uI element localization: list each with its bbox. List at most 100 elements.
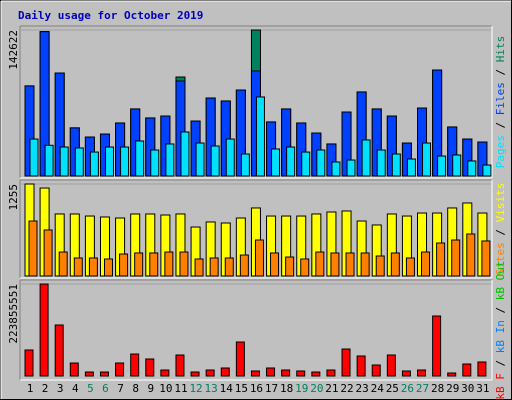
x-tick-label: 9 bbox=[147, 382, 154, 395]
x-tick-label: 6 bbox=[102, 382, 109, 395]
bar bbox=[447, 372, 457, 377]
bar bbox=[205, 369, 215, 377]
bar bbox=[371, 364, 381, 377]
x-tick-label: 18 bbox=[280, 382, 293, 395]
bar bbox=[210, 145, 220, 177]
legend-entry: Sites bbox=[494, 242, 507, 275]
bar bbox=[286, 146, 296, 177]
bar bbox=[99, 371, 109, 377]
bar bbox=[195, 142, 205, 177]
bar bbox=[103, 258, 113, 277]
bar bbox=[179, 251, 189, 277]
chart-title: Daily usage for October 2019 bbox=[18, 9, 203, 22]
bar bbox=[386, 354, 396, 377]
legend-entry: Files bbox=[494, 82, 507, 115]
y-tick-label: 223855551 bbox=[7, 284, 20, 344]
x-tick-label: 10 bbox=[159, 382, 172, 395]
bar bbox=[59, 146, 69, 177]
legend-separator: / bbox=[494, 222, 507, 242]
bar bbox=[150, 149, 160, 177]
bar bbox=[452, 154, 462, 177]
bar bbox=[194, 258, 204, 277]
bar bbox=[104, 146, 114, 177]
legend-entry: Visits bbox=[494, 183, 507, 223]
bar bbox=[254, 239, 264, 277]
x-tick-label: 27 bbox=[416, 382, 429, 395]
x-tick-label: 25 bbox=[386, 382, 399, 395]
bar bbox=[405, 257, 415, 277]
bar bbox=[164, 251, 174, 277]
x-tick-label: 12 bbox=[189, 382, 202, 395]
legend-entry: kB Out bbox=[494, 260, 507, 300]
bar bbox=[266, 367, 276, 377]
bar bbox=[29, 138, 39, 177]
bar bbox=[255, 96, 265, 177]
bar bbox=[436, 242, 446, 277]
x-tick-label: 16 bbox=[250, 382, 263, 395]
bar bbox=[220, 367, 230, 377]
bar bbox=[401, 370, 411, 377]
x-tick-label: 24 bbox=[371, 382, 385, 395]
x-tick-label: 2 bbox=[42, 382, 49, 395]
bar bbox=[145, 358, 155, 377]
bar bbox=[271, 148, 281, 177]
legend-separator: / bbox=[494, 115, 507, 135]
legend: Pages / Files / Hits bbox=[494, 36, 507, 169]
bar bbox=[115, 362, 125, 377]
bar bbox=[345, 252, 355, 277]
x-tick-label: 21 bbox=[325, 382, 338, 395]
legend: Sites / Visits bbox=[494, 183, 507, 276]
bar bbox=[239, 254, 249, 277]
bar bbox=[119, 253, 129, 277]
x-tick-label: 3 bbox=[57, 382, 64, 395]
bar bbox=[285, 256, 295, 277]
bar bbox=[331, 161, 341, 177]
bar bbox=[462, 363, 472, 377]
bar bbox=[421, 251, 431, 277]
bar bbox=[44, 144, 54, 177]
bar bbox=[432, 315, 442, 377]
x-tick-label: 19 bbox=[295, 382, 308, 395]
bar bbox=[250, 370, 260, 377]
bar bbox=[209, 257, 219, 277]
plot-area bbox=[20, 280, 492, 380]
bar bbox=[466, 233, 476, 277]
x-tick-label: 1 bbox=[27, 382, 34, 395]
bar bbox=[180, 131, 190, 177]
bar bbox=[39, 283, 49, 377]
bar bbox=[341, 348, 351, 377]
bar bbox=[391, 153, 401, 177]
y-tick-label: 142622 bbox=[7, 30, 20, 70]
bar bbox=[73, 257, 83, 277]
bar bbox=[43, 229, 53, 277]
x-tick-label: 17 bbox=[265, 382, 278, 395]
x-tick-label: 4 bbox=[72, 382, 79, 395]
bar bbox=[481, 240, 491, 277]
bar bbox=[24, 349, 34, 377]
x-tick-label: 8 bbox=[132, 382, 139, 395]
bar bbox=[477, 361, 487, 377]
x-tick-label: 13 bbox=[205, 382, 218, 395]
x-tick-label: 31 bbox=[476, 382, 489, 395]
bar bbox=[360, 252, 370, 277]
bar bbox=[316, 149, 326, 177]
bar bbox=[330, 252, 340, 277]
legend-entry: Hits bbox=[494, 36, 507, 63]
x-tick-label: 26 bbox=[401, 382, 414, 395]
x-tick-label: 29 bbox=[446, 382, 459, 395]
bar bbox=[58, 251, 68, 277]
x-tick-label: 5 bbox=[87, 382, 94, 395]
bar bbox=[225, 138, 235, 177]
legend: kB F / kB In / kB Out bbox=[494, 260, 507, 399]
bar bbox=[74, 147, 84, 177]
legend-entry: Pages bbox=[494, 135, 507, 168]
bar bbox=[315, 251, 325, 277]
legend-separator: / bbox=[494, 62, 507, 82]
bar bbox=[175, 354, 185, 377]
bar bbox=[28, 220, 38, 277]
x-tick-label: 20 bbox=[310, 382, 323, 395]
bar bbox=[300, 258, 310, 277]
bar bbox=[165, 143, 175, 177]
legend-entry: kB In bbox=[494, 320, 507, 353]
